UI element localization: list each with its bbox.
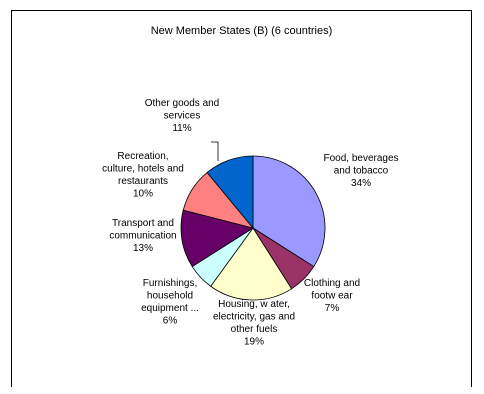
chart-area: New Member States (B) (6 countries) Food… bbox=[11, 10, 472, 387]
pie-slice bbox=[210, 227, 293, 301]
slice-label: Furnishings, household equipment ... 6% bbox=[141, 278, 199, 327]
slice-label: Housing, w ater, electricity, gas and othe… bbox=[213, 299, 295, 348]
slice-label: Recreation, culture, hotels and restaurant… bbox=[102, 151, 184, 200]
chart-title: New Member States (B) (6 countries) bbox=[150, 25, 333, 37]
pie-chart: Food, beverages and tobacco 34% Clothing an… bbox=[102, 98, 398, 348]
leader-line bbox=[211, 141, 219, 161]
slice-label: Other goods and services 11% bbox=[145, 98, 220, 134]
pie-slice bbox=[206, 155, 254, 230]
pie-slice bbox=[180, 209, 254, 268]
slice-label: Clothing and footw ear 7% bbox=[304, 278, 360, 314]
slice-label: Food, beverages and tobacco 34% bbox=[323, 153, 398, 189]
slice-label: Transport and communication 13% bbox=[109, 218, 176, 254]
pie-slice bbox=[252, 155, 326, 268]
